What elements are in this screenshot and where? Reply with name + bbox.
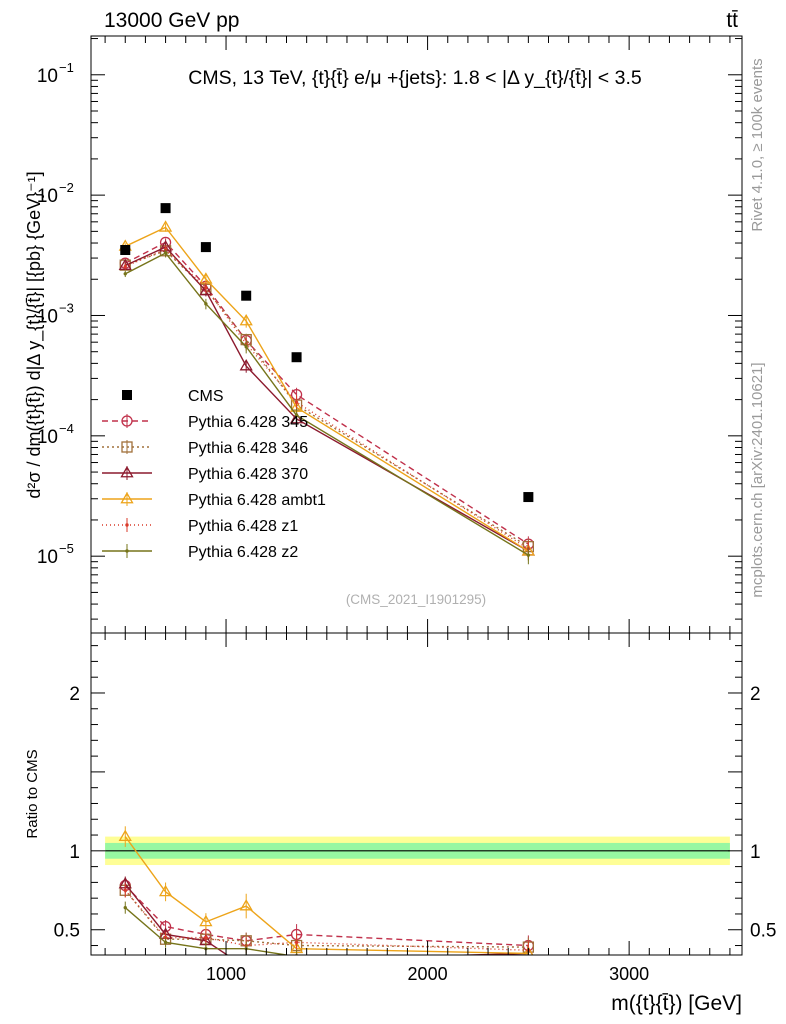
legend-label: Pythia 6.428 345 — [188, 414, 308, 431]
mcplots-label: mcplots.cern.ch [arXiv:2401.10621] — [749, 362, 766, 597]
y-tick-exponent: −5 — [59, 541, 74, 556]
ratio-tick-label-right: 1 — [750, 842, 761, 863]
series-line-ambt1 — [124, 226, 529, 552]
y-axis-label-bottom: Ratio to CMS — [24, 749, 41, 838]
rivet-label: Rivet 4.1.0, ≥ 100k events — [749, 58, 766, 231]
ratio-tick-label-left: 0.5 — [54, 921, 80, 942]
series-line-370 — [124, 246, 529, 552]
legend-marker — [120, 491, 134, 504]
legend: CMS Pythia 6.428 345 Pythia 6.428 346 Pythi… — [102, 388, 326, 561]
x-axis-label: m({t}{t̄}) [GeV] — [611, 992, 742, 1015]
header-left: 13000 GeV pp — [104, 9, 239, 32]
x-tick-label: 2000 — [408, 964, 448, 984]
legend-marker — [120, 465, 134, 478]
ratio-tick-label-right: 2 — [750, 684, 761, 705]
point-z2 — [294, 413, 299, 418]
cms-data-point — [120, 245, 131, 256]
series-line-z1 — [124, 248, 529, 550]
point-z1 — [294, 400, 299, 404]
y-tick-label: 10 — [37, 66, 58, 87]
ratio-tick-label-left: 1 — [69, 842, 80, 863]
y-tick-exponent: −3 — [59, 300, 74, 315]
y-tick-label: 10 — [37, 306, 58, 327]
bottom-frame — [90, 632, 743, 956]
ratio-line-z1 — [124, 889, 529, 951]
y-tick-exponent: −1 — [59, 60, 74, 75]
ratio-point-ambt1 — [239, 899, 253, 911]
cms-data-point — [291, 352, 302, 363]
ratio-point-ambt1 — [199, 914, 213, 927]
ratio-point-ambt1 — [158, 884, 173, 897]
point-370 — [199, 283, 213, 296]
legend-marker — [125, 549, 129, 553]
series-line-345 — [124, 241, 529, 545]
ratio-point-z2 — [123, 905, 127, 910]
ratio-tick-label-right: 0.5 — [750, 921, 776, 942]
point-z2 — [244, 345, 248, 349]
ratio-point-z1 — [294, 940, 299, 945]
header-right: tt̄ — [726, 9, 738, 32]
series-line-346 — [125, 249, 529, 548]
y-tick-label: 10 — [37, 547, 58, 568]
y-tick-exponent: −2 — [59, 180, 74, 195]
cms-data-point — [523, 492, 534, 503]
legend-marker-cms — [122, 390, 132, 400]
chart-title: CMS, 13 TeV, {t}{t̄} e/μ +{jets}: 1.8 < … — [188, 67, 642, 89]
ratio-line-345 — [124, 885, 529, 947]
y-tick-label: 10 — [37, 186, 58, 207]
point-z2 — [123, 272, 127, 276]
legend-marker — [121, 415, 133, 427]
legend-label: Pythia 6.428 z1 — [188, 518, 298, 535]
x-tick-label: 3000 — [609, 964, 649, 984]
legend-label: Pythia 6.428 z2 — [188, 544, 298, 561]
cms-data-point — [241, 290, 252, 301]
legend-label: Pythia 6.428 346 — [188, 440, 308, 457]
point-370 — [239, 359, 253, 371]
point-z2 — [204, 302, 208, 306]
cms-data-point — [200, 242, 211, 253]
cms-data-point — [160, 203, 171, 214]
legend-label: Pythia 6.428 370 — [188, 466, 308, 483]
ratio-line-ambt1 — [124, 836, 529, 955]
legend-label: CMS — [188, 388, 224, 405]
point-z2 — [526, 553, 531, 557]
x-tick-label: 1000 — [206, 964, 246, 984]
legend-label: Pythia 6.428 ambt1 — [188, 492, 326, 509]
legend-marker — [121, 441, 133, 453]
ratio-tick-label-left: 2 — [69, 684, 80, 705]
ratio-point-ambt1 — [118, 829, 132, 842]
y-axis-label-top: d²σ / dm({t}{t̄}) d|Δ y_{t}/{t̄}| [{pb} … — [24, 171, 45, 498]
ratio-point-z2 — [163, 940, 168, 945]
y-tick-exponent: −4 — [59, 421, 74, 436]
point-ambt1 — [239, 313, 253, 326]
point-z2 — [163, 251, 168, 255]
legend-marker — [125, 523, 129, 527]
top-series-layer — [118, 220, 535, 565]
ratio-point-ambt1 — [523, 946, 534, 955]
point-ambt1 — [158, 220, 173, 232]
ratio-point-z1 — [204, 935, 208, 940]
top-data-layer — [120, 203, 534, 503]
ratio-uncertainty-band — [105, 836, 730, 866]
ratio-point-z1 — [123, 888, 127, 892]
y-tick-label: 10 — [37, 427, 58, 448]
point-z1 — [204, 286, 208, 290]
series-line-z2 — [124, 252, 529, 556]
ratio-line-346 — [124, 889, 529, 948]
point-z1 — [123, 264, 127, 269]
analysis-tag: (CMS_2021_I1901295) — [346, 592, 486, 607]
